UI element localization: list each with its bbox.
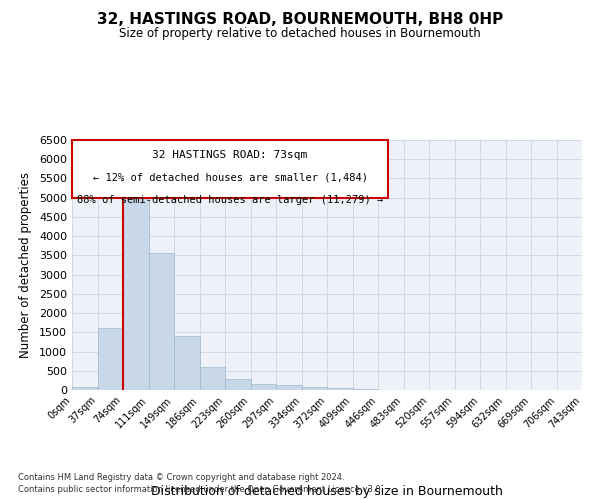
FancyBboxPatch shape — [72, 140, 388, 198]
Bar — [123, 196, 149, 390]
Bar — [97, 328, 123, 390]
Text: Contains HM Land Registry data © Crown copyright and database right 2024.: Contains HM Land Registry data © Crown c… — [18, 474, 344, 482]
Text: ← 12% of detached houses are smaller (1,484): ← 12% of detached houses are smaller (1,… — [92, 172, 368, 182]
Bar — [327, 388, 353, 390]
Bar — [199, 366, 225, 390]
Text: 32, HASTINGS ROAD, BOURNEMOUTH, BH8 0HP: 32, HASTINGS ROAD, BOURNEMOUTH, BH8 0HP — [97, 12, 503, 28]
Bar — [276, 386, 302, 390]
Text: 88% of semi-detached houses are larger (11,279) →: 88% of semi-detached houses are larger (… — [77, 195, 383, 205]
Bar — [149, 254, 174, 390]
Bar — [225, 380, 251, 390]
Text: Contains public sector information licensed under the Open Government Licence v3: Contains public sector information licen… — [18, 485, 383, 494]
Text: Size of property relative to detached houses in Bournemouth: Size of property relative to detached ho… — [119, 28, 481, 40]
Bar — [251, 384, 276, 390]
X-axis label: Distribution of detached houses by size in Bournemouth: Distribution of detached houses by size … — [151, 486, 503, 498]
Y-axis label: Number of detached properties: Number of detached properties — [19, 172, 32, 358]
Bar — [302, 387, 327, 390]
Bar — [353, 389, 378, 390]
Bar — [174, 336, 199, 390]
Bar — [72, 387, 97, 390]
Text: 32 HASTINGS ROAD: 73sqm: 32 HASTINGS ROAD: 73sqm — [152, 150, 308, 160]
